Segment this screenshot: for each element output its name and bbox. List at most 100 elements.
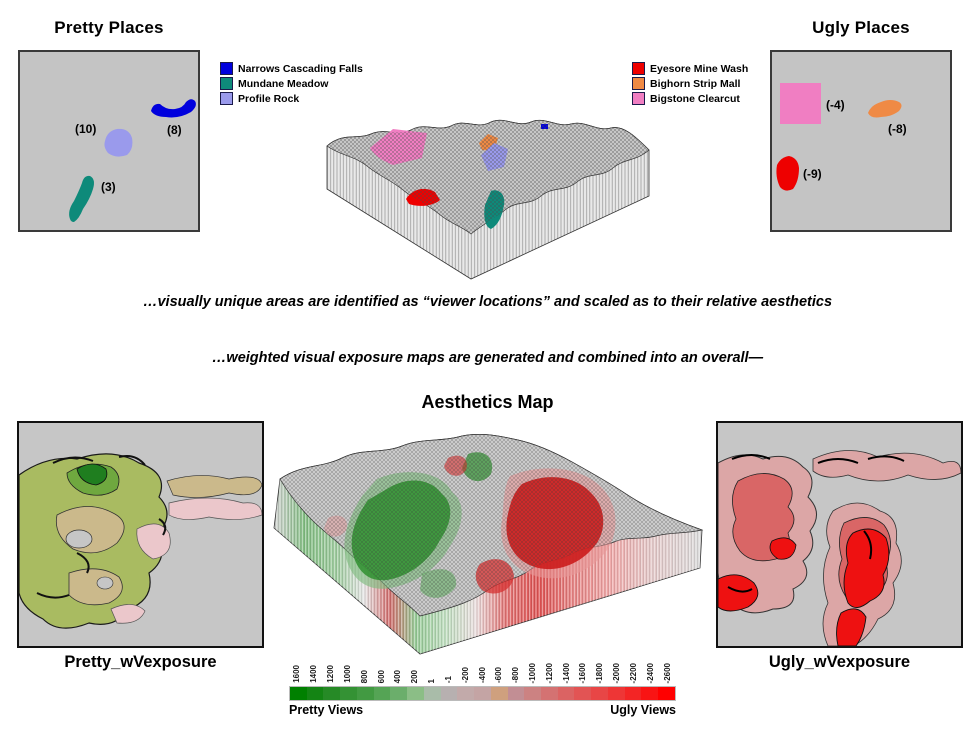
legend-color-chip (220, 77, 233, 90)
contour-tan (68, 568, 123, 606)
colorbar-segment (390, 687, 408, 700)
contour-pink-arm (168, 497, 262, 520)
legend-item-label: Bigstone Clearcut (650, 92, 740, 105)
legend-item-label: Eyesore Mine Wash (650, 62, 749, 75)
feature-profile-rock (104, 128, 133, 157)
contour-red-core (836, 608, 867, 646)
colorbar-segment (490, 687, 508, 700)
feature-score-label: (-8) (888, 122, 907, 136)
legend-item-label: Narrows Cascading Falls (238, 62, 363, 75)
colorbar-tick-label: -2600 (662, 662, 672, 683)
legend-item-label: Mundane Meadow (238, 77, 329, 90)
colorbar-segment (541, 687, 558, 700)
colorbar-segment (524, 687, 542, 700)
pretty-places-title: Pretty Places (54, 18, 164, 37)
colorbar (289, 686, 676, 701)
legend-item: Narrows Cascading Falls (220, 62, 363, 75)
colorbar-tick-label: 200 (410, 669, 420, 683)
legend-item: Profile Rock (220, 92, 363, 105)
ugly-places-title: Ugly Places (812, 18, 910, 37)
feature-score-label: (-4) (826, 98, 845, 112)
pretty-exposure-map (17, 421, 264, 648)
legend-item-label: Profile Rock (238, 92, 300, 105)
feature-narrows-cascading-falls (151, 99, 196, 118)
ugly-places-map: (-4) (-8) (-9) (770, 50, 952, 232)
colorbar-segment (474, 687, 491, 700)
colorbar-tick-label: -1800 (595, 662, 605, 683)
feature-bighorn-strip-mall (868, 100, 902, 118)
colorbar-tick-label: -1000 (528, 662, 537, 683)
colorbar-tick-label: 1600 (292, 665, 302, 683)
colorbar-segment (407, 687, 424, 700)
colorbar-tick-label: -400 (477, 666, 487, 683)
contour-pink (110, 604, 146, 624)
feature-score-label: (8) (167, 123, 182, 137)
pretty-exposure-label: Pretty_wVexposure (64, 653, 217, 671)
colorbar-segment (591, 687, 608, 700)
colorbar-segment (440, 687, 458, 700)
feature-mundane-meadow (69, 175, 94, 222)
colorbar-segment (457, 687, 475, 700)
colorbar-tick-label: -800 (511, 666, 521, 683)
contour-tan-arm (166, 475, 262, 498)
terrain-3d-aesthetics (273, 433, 704, 655)
terrain-mesh-overlay (327, 120, 649, 234)
colorbar-tick-label: -1 (443, 675, 453, 683)
colorbar-tick-label: -1400 (561, 662, 571, 683)
colorbar-segment (306, 687, 324, 700)
caption-viewer-locations: …visually unique areas are identified as… (142, 294, 833, 310)
ugly-exposure-map (716, 421, 963, 648)
legend-item-label: Bighorn Strip Mall (650, 77, 741, 90)
legend-color-chip (220, 92, 233, 105)
pretty-exposure-contours (19, 453, 262, 629)
colorbar-tick-label: 800 (359, 669, 369, 683)
pretty-places-map: (10) (8) (3) (18, 50, 200, 232)
feature-score-label: (-9) (803, 167, 822, 181)
aesthetics-mesh-overlay (280, 434, 702, 616)
colorbar-segment (658, 687, 675, 700)
legend-pretty: Narrows Cascading Falls Mundane Meadow P… (220, 62, 363, 107)
colorbar-segment (607, 687, 625, 700)
feature-bigstone-clearcut (780, 83, 821, 124)
pretty-views-label: Pretty Views (289, 703, 364, 717)
caption-weighted-exposure: …weighted visual exposure maps are gener… (211, 350, 764, 366)
legend-color-chip (632, 62, 645, 75)
aesthetics-map-title: Aesthetics Map (421, 392, 554, 412)
colorbar-segment (323, 687, 341, 700)
colorbar-tick-label: 1200 (326, 665, 336, 683)
terrain-3d-viewer-locations (326, 119, 650, 280)
contour-pink (136, 523, 171, 560)
colorbar-segment (373, 687, 391, 700)
feature-score-label: (3) (101, 180, 116, 194)
colorbar-tick-label: -600 (494, 666, 504, 683)
contour-hole (65, 529, 93, 549)
colorbar-segment (356, 687, 374, 700)
ugly-places-features (776, 83, 902, 191)
colorbar-ticks: 1600 1400 1200 1000 800 600 400 200 1 -1 -200 -400-… (289, 650, 676, 683)
contour-accent (36, 455, 167, 599)
colorbar-tick-label: -1600 (578, 662, 588, 683)
contour-red-core (843, 528, 890, 608)
feature-eyesore-mine-wash (776, 156, 799, 191)
colorbar-tick-label: 1400 (309, 665, 319, 683)
colorbar-segment (423, 687, 441, 700)
legend-ugly: Eyesore Mine Wash Bighorn Strip Mall Big… (632, 62, 748, 107)
colorbar-tick-label: 600 (376, 669, 386, 683)
contour-accent (727, 454, 905, 593)
legend-item: Mundane Meadow (220, 77, 363, 90)
colorbar-segment (641, 687, 659, 700)
ugly-exposure-contours (718, 450, 961, 646)
colorbar-tick-label: 1000 (342, 665, 352, 683)
colorbar-tick-label: -2400 (645, 662, 655, 683)
colorbar-tick-label: 1 (427, 678, 437, 683)
legend-color-chip (220, 62, 233, 75)
legend-item: Bigstone Clearcut (632, 92, 748, 105)
ugly-views-label: Ugly Views (610, 703, 676, 717)
contour-red-core (718, 574, 759, 612)
colorbar-segment (290, 687, 307, 700)
colorbar-tick-label: 400 (393, 669, 403, 683)
contour-hole (96, 576, 114, 590)
colorbar-segment (340, 687, 357, 700)
feature-score-label: (10) (75, 122, 97, 136)
